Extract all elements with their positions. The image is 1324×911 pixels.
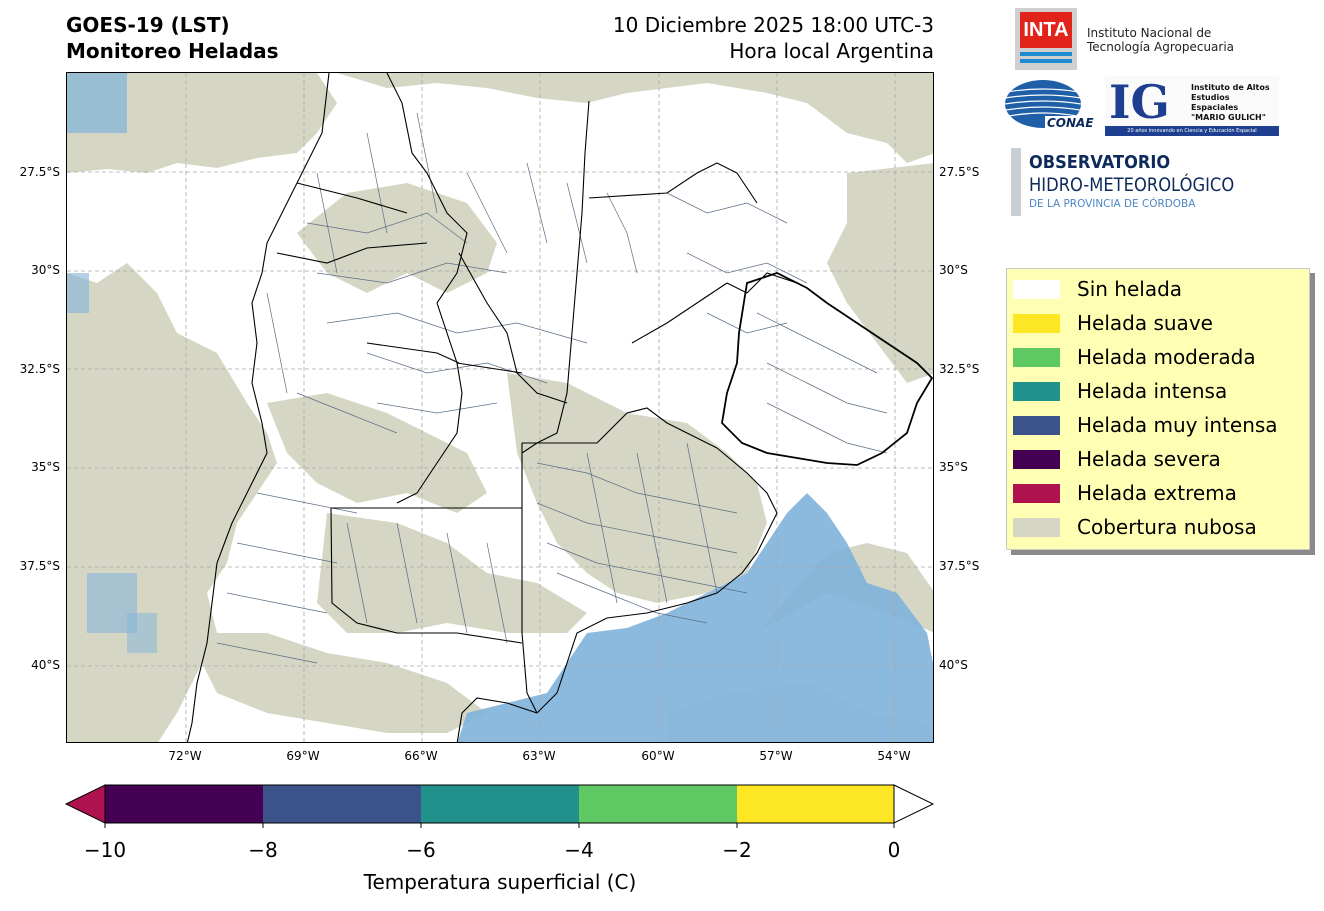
legend-swatch (1013, 449, 1060, 469)
lon-tick: 57°W (759, 749, 793, 763)
colorbar-segment (737, 785, 894, 823)
legend-label: Helada intensa (1077, 379, 1228, 403)
colorbar-over-extend (893, 784, 935, 824)
colorbar-tick-label: −8 (248, 838, 278, 862)
lat-tick-left: 32.5°S (19, 362, 60, 376)
legend-label: Helada severa (1077, 447, 1221, 471)
map-datetime: 10 Diciembre 2025 18:00 UTC-3 Hora local… (613, 12, 934, 64)
legend-swatch (1013, 483, 1060, 503)
lon-tick: 72°W (168, 749, 202, 763)
lat-tick-right: 32.5°S (939, 362, 980, 376)
legend-swatch (1013, 517, 1060, 537)
ig-name-line: Estudios Espaciales (1191, 93, 1239, 112)
department-boundaries (216, 112, 888, 664)
ig-logo: IG Instituto de Altos Estudios Espaciale… (1105, 76, 1279, 136)
ig-name-line: "MARIO GULICH" (1191, 113, 1266, 122)
legend-swatch (1013, 347, 1060, 367)
lat-tick-left: 35°S (31, 460, 60, 474)
colorbar-tick-label: −2 (722, 838, 752, 862)
colorbar-segment (579, 785, 737, 823)
timezone-label: Hora local Argentina (729, 39, 934, 63)
map-legend: Sin helada Helada suave Helada moderada … (1006, 268, 1310, 550)
lon-tick: 63°W (522, 749, 556, 763)
colorbar-tick-label: 0 (887, 838, 901, 862)
lon-tick: 54°W (877, 749, 911, 763)
colorbar-segment (421, 785, 579, 823)
lon-tick: 60°W (641, 749, 675, 763)
coastline (456, 447, 778, 742)
legend-label: Helada moderada (1077, 345, 1256, 369)
inta-logo: INTA (1015, 8, 1077, 70)
inta-name-line: Instituto Nacional de (1087, 26, 1212, 40)
legend-swatch (1013, 415, 1060, 435)
inta-name-line: Tecnología Agropecuaria (1087, 40, 1235, 54)
ocean-clear-layer (67, 73, 933, 742)
ig-tagline: 20 años innovando en Ciencia y Educación… (1105, 126, 1279, 136)
lat-tick-left: 37.5°S (19, 559, 60, 573)
ig-name: Instituto de Altos Estudios Espaciales "… (1191, 83, 1279, 123)
legend-label: Sin helada (1077, 277, 1183, 301)
conae-wordmark: CONAE (1045, 116, 1096, 130)
colorbar-axis-label: Temperatura superficial (C) (363, 870, 637, 894)
legend-item: Sin helada (1013, 276, 1182, 302)
legend-item: Helada severa (1013, 446, 1221, 472)
observatorio-subtitle: HIDRO-METEOROLÓGICO (1029, 174, 1235, 196)
legend-item: Helada extrema (1013, 480, 1237, 506)
legend-item: Helada moderada (1013, 344, 1256, 370)
observatorio-logo-bar (1011, 148, 1021, 216)
cloud-cover-layer (67, 73, 933, 742)
colorbar-under-extend (64, 784, 106, 824)
observatorio-title: OBSERVATORIO (1029, 152, 1171, 173)
map-title: GOES-19 (LST) Monitoreo Heladas (66, 12, 279, 64)
inta-logo-mark: INTA (1020, 12, 1072, 48)
uruguay-border (721, 272, 933, 466)
frost-map (66, 72, 934, 743)
lat-tick-right: 30°S (939, 263, 968, 277)
inta-logo-stripe (1020, 59, 1072, 63)
colorbar (64, 784, 935, 828)
colorbar-tick-label: −6 (406, 838, 436, 862)
lat-tick-right: 27.5°S (939, 165, 980, 179)
legend-swatch (1013, 313, 1060, 333)
colorbar-tick-marks (104, 823, 895, 828)
colorbar-segment (105, 785, 263, 823)
lat-tick-left: 30°S (31, 263, 60, 277)
map-canvas (67, 73, 933, 742)
colorbar-tick-label: −4 (564, 838, 594, 862)
legend-label: Cobertura nubosa (1077, 515, 1257, 539)
lat-tick-right: 40°S (939, 658, 968, 672)
ig-name-line: Instituto de Altos (1191, 83, 1270, 92)
map-graticule (67, 73, 933, 742)
legend-label: Helada extrema (1077, 481, 1237, 505)
title-line-satellite: GOES-19 (LST) (66, 13, 230, 37)
lon-tick: 66°W (404, 749, 438, 763)
lat-tick-right: 35°S (939, 460, 968, 474)
legend-swatch (1013, 381, 1060, 401)
legend-item: Cobertura nubosa (1013, 514, 1257, 540)
colorbar-frame (104, 784, 895, 824)
conae-logo: CONAE (1003, 78, 1096, 134)
legend-item: Helada intensa (1013, 378, 1227, 404)
lat-tick-right: 37.5°S (939, 559, 980, 573)
title-line-product: Monitoreo Heladas (66, 39, 279, 63)
colorbar-segment (263, 785, 421, 823)
observatorio-province: DE LA PROVINCIA DE CÓRDOBA (1029, 197, 1196, 210)
colorbar-tick-label: −10 (83, 838, 127, 862)
lon-tick: 69°W (286, 749, 320, 763)
datetime-label: 10 Diciembre 2025 18:00 UTC-3 (612, 13, 934, 37)
legend-swatch (1013, 279, 1060, 299)
inta-name: Instituto Nacional de Tecnología Agropec… (1087, 26, 1234, 54)
ig-logo-mark: IG (1109, 75, 1170, 129)
legend-label: Helada suave (1077, 311, 1213, 335)
legend-item: Helada muy intensa (1013, 412, 1278, 438)
lat-tick-left: 40°S (31, 658, 60, 672)
province-boundaries (186, 73, 798, 742)
legend-item: Helada suave (1013, 310, 1213, 336)
lat-tick-left: 27.5°S (19, 165, 60, 179)
legend-label: Helada muy intensa (1077, 413, 1278, 437)
inta-logo-stripe (1020, 52, 1072, 56)
